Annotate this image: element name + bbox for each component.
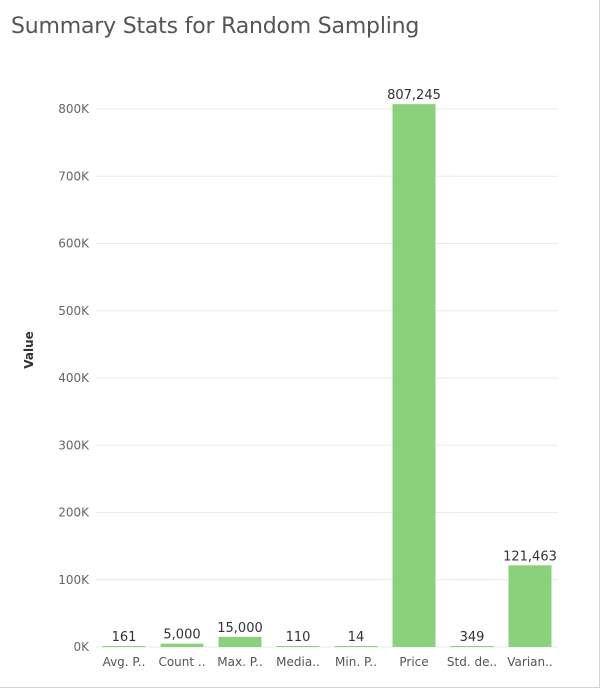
y-tick-label: 0K bbox=[73, 640, 90, 654]
y-tick-label: 800K bbox=[58, 102, 90, 116]
chart-title: Summary Stats for Random Sampling bbox=[11, 14, 420, 39]
y-axis-title: Value bbox=[22, 331, 36, 369]
y-tick-label: 700K bbox=[58, 169, 90, 183]
y-tick-label: 500K bbox=[58, 304, 90, 318]
y-tick-label: 300K bbox=[58, 438, 90, 452]
data-label: 15,000 bbox=[217, 621, 263, 636]
x-category-label: Price bbox=[399, 655, 428, 669]
bar[interactable] bbox=[102, 646, 146, 647]
y-axis-ticks: 0K 100K 200K 300K 400K 500K 600K 700K 800K bbox=[58, 102, 90, 654]
data-label: 110 bbox=[286, 630, 311, 645]
x-category-label: Max. P.. bbox=[217, 655, 262, 669]
bar[interactable] bbox=[160, 643, 204, 647]
x-axis-categories: Avg. P.. Count .. Max. P.. Media.. Min. P.. P… bbox=[103, 655, 553, 669]
data-label: 121,463 bbox=[503, 549, 557, 564]
x-category-label: Avg. P.. bbox=[103, 655, 146, 669]
y-tick-label: 400K bbox=[58, 371, 90, 385]
y-tick-label: 200K bbox=[58, 506, 90, 520]
y-tick-label: 600K bbox=[58, 237, 90, 251]
x-category-label: Min. P.. bbox=[335, 655, 377, 669]
bar[interactable] bbox=[392, 104, 436, 647]
bar[interactable] bbox=[334, 646, 378, 647]
bar[interactable] bbox=[276, 646, 320, 647]
data-label: 161 bbox=[112, 630, 137, 645]
bars bbox=[102, 104, 552, 647]
data-label: 5,000 bbox=[163, 628, 200, 643]
gridlines bbox=[96, 108, 558, 648]
y-tick-label: 100K bbox=[58, 573, 90, 587]
x-category-label: Count .. bbox=[158, 655, 205, 669]
data-label: 807,245 bbox=[387, 88, 441, 103]
data-label: 349 bbox=[460, 630, 485, 645]
data-labels: 161 5,000 15,000 110 14 807,245 349 121,463 bbox=[112, 88, 557, 645]
x-category-label: Std. de.. bbox=[447, 655, 497, 669]
bar[interactable] bbox=[218, 636, 262, 647]
x-category-label: Varian.. bbox=[507, 655, 553, 669]
bar[interactable] bbox=[450, 646, 494, 647]
data-label: 14 bbox=[348, 630, 365, 645]
bar[interactable] bbox=[508, 565, 552, 647]
x-category-label: Media.. bbox=[276, 655, 320, 669]
